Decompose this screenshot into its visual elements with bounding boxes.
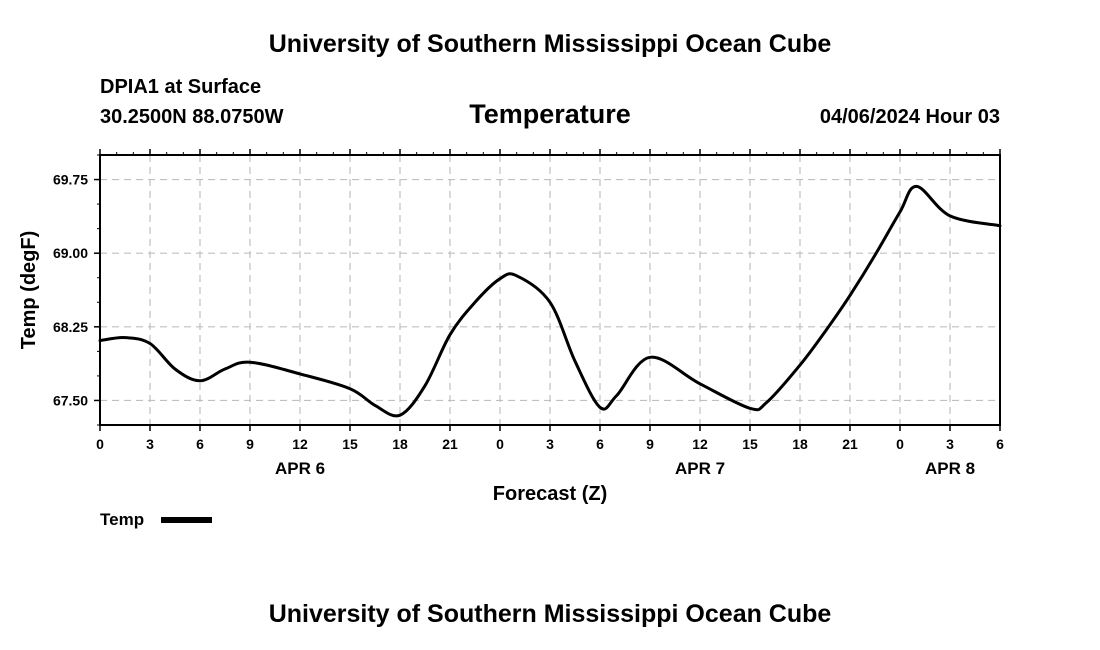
grid-lines [100, 155, 1000, 425]
x-tick-label: 3 [146, 436, 154, 452]
x-tick-label: 0 [96, 436, 104, 452]
date-label: APR 7 [675, 459, 725, 478]
x-tick-label: 12 [292, 436, 308, 452]
x-tick-label: 0 [496, 436, 504, 452]
x-tick-label: 15 [742, 436, 758, 452]
y-tick-label: 68.25 [53, 319, 88, 335]
organization-title: University of Southern Mississippi Ocean… [268, 30, 832, 58]
x-tick-label: 3 [546, 436, 554, 452]
x-tick-label: 6 [996, 436, 1004, 452]
axis-labels: 0 3 6 9 12 15 18 21 0 3 6 9 12 15 18 21 0 3 6 67.50 68.25 69.… [53, 172, 1004, 478]
x-tick-label: 18 [792, 436, 808, 452]
date-label: APR 6 [275, 459, 325, 478]
footer-organization-title: University of Southern Mississippi Ocean… [268, 600, 832, 628]
x-tick-label: 21 [842, 436, 858, 452]
x-tick-label: 0 [896, 436, 904, 452]
date-label: APR 8 [925, 459, 975, 478]
chart-title: Temperature [469, 99, 631, 129]
station-label: DPIA1 at Surface [100, 76, 262, 98]
x-tick-label: 6 [596, 436, 604, 452]
coordinates-label: 30.2500N 88.0750W [100, 106, 284, 128]
x-tick-label: 9 [246, 436, 254, 452]
legend-swatch [161, 517, 212, 523]
plot-frame [99, 154, 1001, 426]
y-tick-label: 69.00 [53, 245, 88, 261]
x-tick-label: 18 [392, 436, 408, 452]
axis-ticks [94, 149, 1001, 431]
x-tick-label: 21 [442, 436, 458, 452]
y-axis-title: Temp (degF) [18, 231, 40, 350]
temp-series-line [98, 184, 1002, 418]
x-axis-title: Forecast (Z) [493, 483, 607, 505]
y-tick-label: 67.50 [53, 392, 88, 408]
x-tick-label: 12 [692, 436, 708, 452]
x-tick-label: 9 [646, 436, 654, 452]
legend-label: Temp [100, 510, 145, 529]
x-tick-label: 15 [342, 436, 358, 452]
x-tick-label: 6 [196, 436, 204, 452]
x-tick-label: 3 [946, 436, 954, 452]
run-time-label: 04/06/2024 Hour 03 [819, 106, 1000, 128]
y-tick-label: 69.75 [53, 172, 88, 188]
